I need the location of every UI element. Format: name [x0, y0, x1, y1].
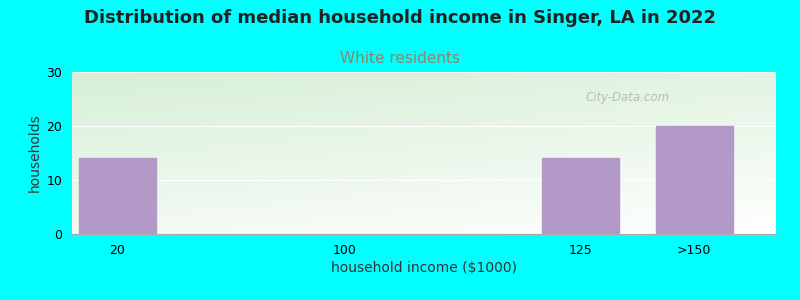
Bar [656, 126, 733, 234]
Text: White residents: White residents [340, 51, 460, 66]
Y-axis label: households: households [28, 114, 42, 192]
Bar [79, 158, 156, 234]
Bar [542, 158, 619, 234]
Text: City-Data.com: City-Data.com [586, 92, 670, 104]
Text: Distribution of median household income in Singer, LA in 2022: Distribution of median household income … [84, 9, 716, 27]
X-axis label: household income ($1000): household income ($1000) [331, 261, 517, 275]
